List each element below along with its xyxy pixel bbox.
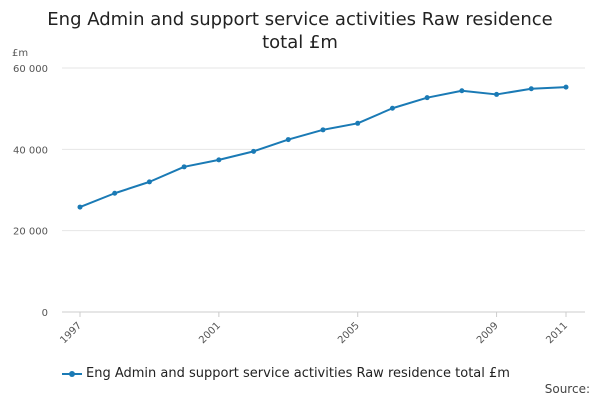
chart-title-line-2: total £m xyxy=(262,32,338,53)
source-label: Source: xyxy=(544,382,590,396)
x-tick-label: 2011 xyxy=(544,320,570,346)
y-tick-label: 60 000 xyxy=(13,64,48,75)
data-point[interactable] xyxy=(563,84,569,90)
x-axis-ticks: 1997 2001 2005 2009 2011 xyxy=(58,312,570,346)
data-point[interactable] xyxy=(181,164,187,170)
data-point[interactable] xyxy=(355,120,361,126)
data-point[interactable] xyxy=(285,137,291,143)
chart-title-line-1: Eng Admin and support service activities… xyxy=(47,9,553,30)
data-point[interactable] xyxy=(494,91,500,97)
chart-title: Eng Admin and support service activities… xyxy=(0,8,600,54)
series-line xyxy=(79,86,567,209)
legend-label: Eng Admin and support service activities… xyxy=(86,366,510,381)
series-group xyxy=(77,84,569,210)
y-axis-ticks: 0 20 000 40 000 60 000 xyxy=(13,64,48,319)
y-axis-label: £m xyxy=(12,48,28,59)
data-point[interactable] xyxy=(424,95,430,101)
x-tick-label: 2005 xyxy=(336,320,362,346)
legend[interactable]: Eng Admin and support service activities… xyxy=(62,366,510,381)
data-point[interactable] xyxy=(459,88,465,94)
x-tick-label: 1997 xyxy=(58,320,84,346)
data-point[interactable] xyxy=(320,127,326,133)
data-point[interactable] xyxy=(77,204,83,210)
gridlines xyxy=(62,67,585,313)
x-tick-label: 2001 xyxy=(197,320,223,346)
x-tick-label: 2009 xyxy=(475,320,501,346)
data-point[interactable] xyxy=(146,179,152,185)
y-tick-label: 20 000 xyxy=(13,227,48,238)
legend-swatch-icon xyxy=(62,369,82,379)
data-point[interactable] xyxy=(251,148,257,154)
data-point[interactable] xyxy=(112,190,118,196)
y-tick-label: 0 xyxy=(42,308,48,319)
data-point[interactable] xyxy=(528,86,534,92)
y-tick-label: 40 000 xyxy=(13,145,48,156)
data-point[interactable] xyxy=(216,157,222,163)
data-point[interactable] xyxy=(389,105,395,111)
